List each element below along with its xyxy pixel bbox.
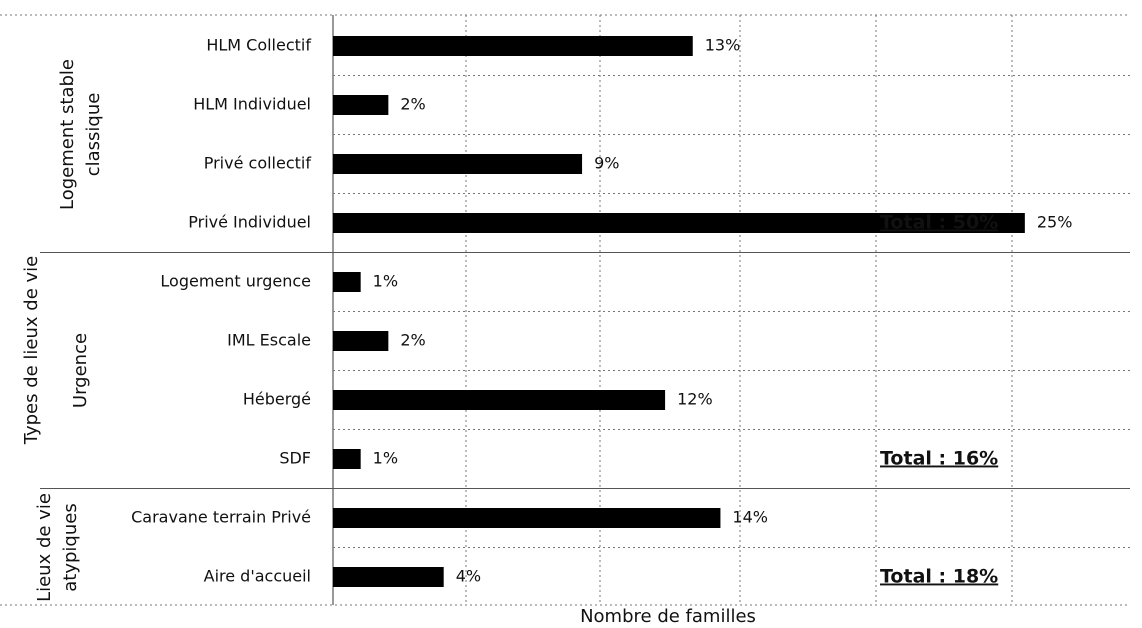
grid — [0, 14, 1130, 606]
group-label: Urgence — [70, 333, 91, 408]
bar — [333, 272, 361, 292]
bar — [333, 508, 721, 528]
group-total: Total : 50% — [880, 212, 998, 234]
value-label: 4% — [456, 567, 481, 586]
value-label: 9% — [594, 154, 619, 173]
category-label: Aire d'accueil — [204, 567, 311, 586]
category-label: Hébergé — [243, 390, 311, 409]
value-label: 1% — [373, 449, 398, 468]
value-label: 2% — [400, 95, 425, 114]
bar — [333, 331, 389, 351]
group-label: Lieux de vie — [34, 493, 55, 602]
category-label: Privé Individuel — [188, 213, 311, 232]
category-label: Logement urgence — [160, 272, 311, 291]
group-total: Total : 16% — [880, 448, 998, 470]
value-label: 25% — [1037, 213, 1073, 232]
bar — [333, 449, 361, 469]
value-label: 13% — [705, 36, 741, 55]
x-axis-label: Nombre de familles — [580, 606, 756, 627]
bar — [333, 390, 666, 410]
group-label: atypiques — [60, 503, 81, 591]
category-label: Privé collectif — [204, 154, 312, 173]
bar — [333, 567, 444, 587]
category-label: Caravane terrain Privé — [131, 508, 311, 527]
bar — [333, 36, 693, 56]
value-label: 14% — [732, 508, 768, 527]
bar — [333, 95, 389, 115]
value-label: 2% — [400, 331, 425, 350]
category-label: IML Escale — [227, 331, 311, 350]
group-label: classique — [83, 93, 104, 177]
bar — [333, 213, 1025, 233]
category-label: HLM Collectif — [206, 36, 311, 55]
bar — [333, 154, 583, 174]
y-axis-label: Types de lieux de vie — [21, 256, 42, 445]
group-total: Total : 18% — [880, 566, 998, 588]
group-label: Logement stable — [57, 59, 78, 210]
value-label: 12% — [677, 390, 713, 409]
category-label: HLM Individuel — [193, 95, 311, 114]
category-label: SDF — [279, 449, 311, 468]
value-label: 1% — [373, 272, 398, 291]
